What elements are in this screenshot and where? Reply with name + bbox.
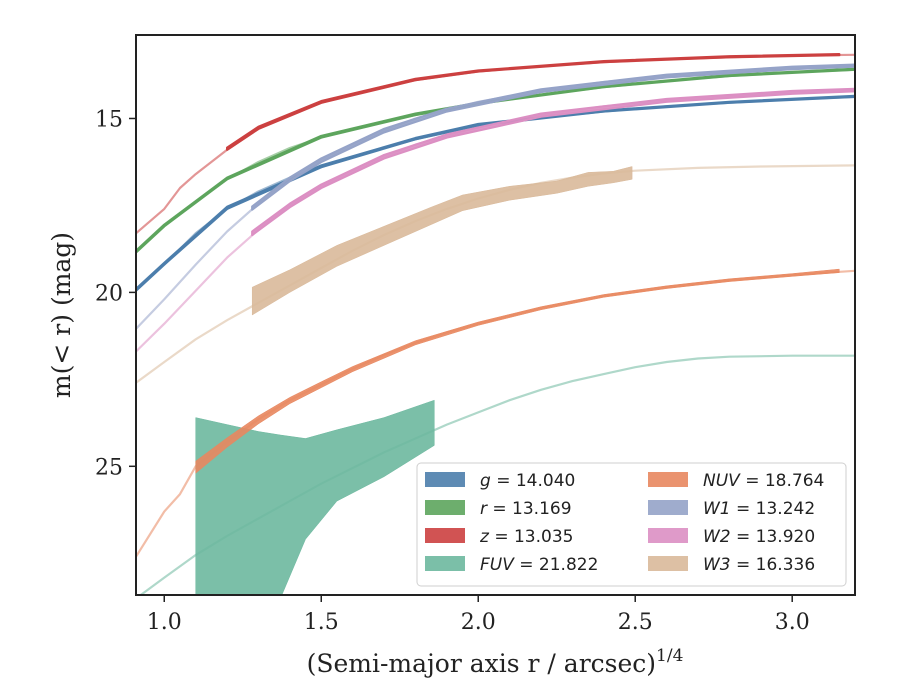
legend-value: = 14.040 bbox=[491, 471, 576, 491]
band-w3 bbox=[251, 166, 633, 316]
legend-label: W1 = 13.242 bbox=[703, 499, 815, 519]
legend-box bbox=[416, 462, 847, 587]
legend-value: = 16.336 bbox=[731, 555, 816, 575]
legend-value: = 21.822 bbox=[514, 555, 599, 575]
band-nuv bbox=[195, 268, 840, 474]
legend-swatch bbox=[425, 472, 465, 487]
legend-label: g = 14.040 bbox=[480, 471, 575, 491]
legend-swatch bbox=[648, 556, 688, 571]
legend-value: = 13.169 bbox=[487, 499, 572, 519]
y-tick-label: 20 bbox=[95, 281, 123, 306]
legend-symbol: NUV bbox=[703, 471, 741, 491]
x-tick-label: 1.5 bbox=[304, 610, 339, 635]
legend-symbol: FUV bbox=[480, 555, 515, 575]
legend-label: r = 13.169 bbox=[480, 499, 572, 519]
legend-label: NUV = 18.764 bbox=[703, 471, 824, 491]
legend-entry-r: r = 13.169 bbox=[425, 499, 572, 519]
legend-value: = 13.920 bbox=[731, 527, 816, 547]
legend-swatch bbox=[648, 500, 688, 515]
legend-symbol: g bbox=[480, 471, 491, 491]
legend-label: W2 = 13.920 bbox=[703, 527, 815, 547]
legend-entry-w3: W3 = 16.336 bbox=[648, 555, 815, 575]
y-tick-label: 25 bbox=[95, 455, 123, 480]
legend-symbol: r bbox=[480, 499, 488, 519]
ticks-layer: 1.0 1.5 2.0 2.5 3.0 15 20 25 bbox=[95, 107, 810, 635]
x-tick-label: 2.5 bbox=[618, 610, 653, 635]
legend-label: FUV = 21.822 bbox=[480, 555, 598, 575]
legend-symbol: W3 bbox=[703, 555, 731, 575]
legend-label: W3 = 16.336 bbox=[703, 555, 815, 575]
bands-layer bbox=[136, 53, 855, 595]
x-axis-label: (Semi-major axis r / arcsec)1/4 bbox=[307, 646, 684, 678]
x-tick-label: 2.0 bbox=[461, 610, 496, 635]
legend-symbol: z bbox=[479, 527, 490, 547]
x-tick-label: 1.0 bbox=[147, 610, 182, 635]
x-tick-label: 3.0 bbox=[775, 610, 810, 635]
legend-label: z = 13.035 bbox=[479, 527, 573, 547]
legend-entry-z: z = 13.035 bbox=[425, 527, 573, 547]
x-axis-label-exponent: 1/4 bbox=[656, 646, 683, 666]
legend-entry-g: g = 14.040 bbox=[425, 471, 575, 491]
legend-entry-fuv: FUV = 21.822 bbox=[425, 555, 598, 575]
band-z bbox=[226, 53, 841, 151]
legend-symbol: W2 bbox=[703, 527, 731, 547]
band-r bbox=[136, 67, 855, 254]
legend-swatch bbox=[425, 500, 465, 515]
legend-entry-w2: W2 = 13.920 bbox=[648, 527, 815, 547]
legend-value: = 13.242 bbox=[731, 499, 816, 519]
band-w2 bbox=[251, 87, 855, 237]
legend-entry-w1: W1 = 13.242 bbox=[648, 499, 815, 519]
x-axis-label-main: (Semi-major axis r / arcsec) bbox=[307, 649, 656, 678]
legend-value: = 13.035 bbox=[489, 527, 574, 547]
plot-frame bbox=[135, 34, 856, 596]
legend-symbol: W1 bbox=[703, 499, 731, 519]
legend-swatch bbox=[648, 472, 688, 487]
band-g bbox=[136, 94, 855, 292]
legend-value: = 18.764 bbox=[740, 471, 825, 491]
legend-swatch bbox=[425, 556, 465, 571]
band-fuv bbox=[195, 399, 435, 595]
band-w1 bbox=[251, 63, 855, 211]
y-tick-label: 15 bbox=[95, 107, 123, 132]
legend-swatch bbox=[648, 528, 688, 543]
legend-entry-nuv: NUV = 18.764 bbox=[648, 471, 824, 491]
legend-swatch bbox=[425, 528, 465, 543]
y-axis-label: m(< r) (mag) bbox=[47, 232, 76, 398]
